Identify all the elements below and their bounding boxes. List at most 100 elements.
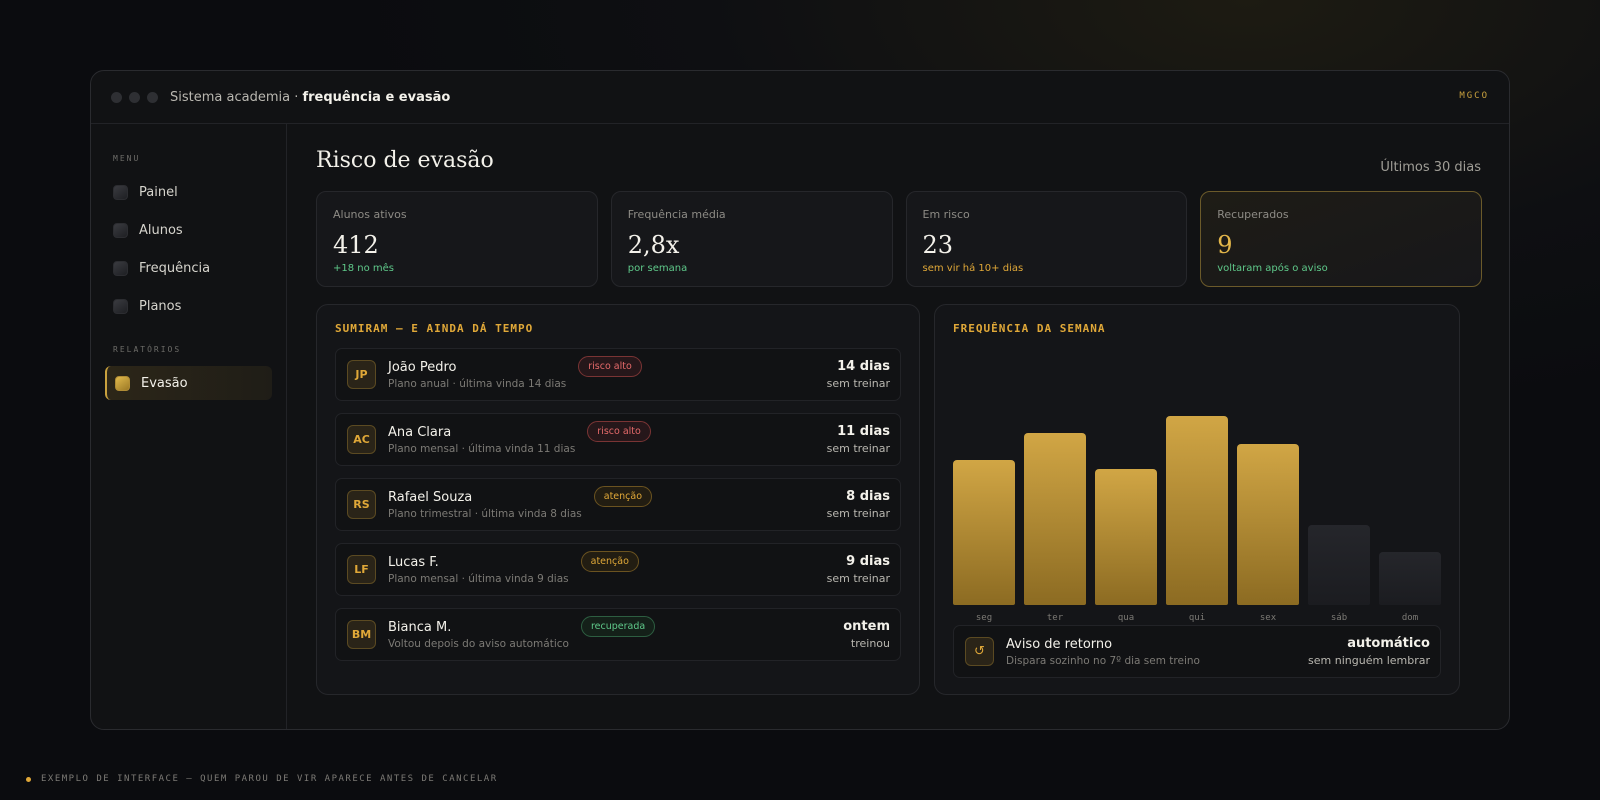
stat-note: sem vir há 10+ dias: [922, 263, 1024, 274]
student-subtitle: Plano mensal · última vinda 9 dias: [388, 572, 569, 585]
sidebar-item-planos[interactable]: Planos: [105, 289, 272, 323]
title-bar: Sistema academia · frequência e evasão M…: [91, 71, 1509, 124]
window-controls: [111, 91, 158, 103]
student-row[interactable]: LF Lucas F. Plano mensal · última vinda …: [335, 543, 901, 596]
stat-note: por semana: [627, 263, 688, 274]
student-subtitle: Plano anual · última vinda 14 dias: [388, 377, 567, 390]
days-summary: ontem treinou: [843, 619, 890, 650]
x-tick-label: sex: [1259, 613, 1277, 623]
stat-label: Em risco: [922, 208, 970, 221]
bullet-dot-icon: [26, 776, 31, 782]
stat-note: voltaram após o aviso: [1217, 263, 1328, 274]
avatar: RS: [347, 490, 376, 519]
period-selector[interactable]: Últimos 30 dias: [1380, 160, 1481, 175]
window-title: Sistema academia · frequência e evasão: [170, 90, 450, 105]
student-row[interactable]: BM Bianca M. Voltou depois do aviso auto…: [335, 608, 901, 661]
student-row[interactable]: JP João Pedro Plano anual · última vinda…: [335, 348, 901, 401]
app-window: Sistema academia · frequência e evasão M…: [90, 70, 1510, 730]
return-notice-card[interactable]: ↺ Aviso de retorno Dispara sozinho no 7º…: [953, 625, 1441, 678]
notice-summary: automático sem ninguém lembrar: [1308, 636, 1430, 667]
stat-label: Alunos ativos: [333, 208, 407, 221]
days-value: 8 dias: [846, 489, 890, 504]
panel-title: SUMIRAM — E AINDA DÁ TEMPO: [335, 322, 534, 335]
avatar: BM: [347, 620, 376, 649]
minimize-window-button[interactable]: [129, 91, 140, 103]
student-info: Rafael Souza Plano trimestral · última v…: [388, 490, 582, 520]
student-info: Lucas F. Plano mensal · última vinda 9 d…: [388, 555, 569, 585]
sidebar-item-label: Evasão: [141, 375, 188, 391]
notice-mode-subtitle: sem ninguém lembrar: [1308, 654, 1430, 667]
refresh-icon: ↺: [965, 637, 994, 666]
sidebar-item-label: Frequência: [139, 260, 211, 276]
days-subtitle: treinou: [850, 637, 890, 650]
days-summary: 9 dias sem treinar: [827, 554, 890, 585]
stat-label: Frequência média: [627, 208, 726, 221]
weekly-frequency-panel: FREQUÊNCIA DA SEMANA seg ter qua qui sex sáb d…: [934, 304, 1460, 695]
sidebar: MENU Painel Alunos Frequência Planos REL…: [91, 124, 287, 729]
window-title-prefix: Sistema academia ·: [170, 89, 303, 105]
sidebar-item-label: Alunos: [139, 222, 183, 238]
missing-students-panel: SUMIRAM — E AINDA DÁ TEMPO JP João Pedro…: [316, 304, 920, 695]
notice-mode: automático: [1347, 636, 1430, 651]
student-name: Lucas F.: [388, 554, 439, 570]
status-badge: risco alto: [578, 356, 642, 377]
stat-card-recovered: Recuperados 9 voltaram após o aviso: [1200, 191, 1482, 287]
x-tick-label: sáb: [1330, 613, 1348, 623]
student-subtitle: Plano trimestral · última vinda 8 dias: [388, 507, 582, 520]
days-summary: 11 dias sem treinar: [827, 424, 890, 455]
days-value: 11 dias: [837, 424, 890, 439]
x-tick-label: dom: [1401, 613, 1419, 623]
days-subtitle: sem treinar: [826, 377, 890, 390]
x-tick-label: ter: [1046, 613, 1064, 623]
student-info: João Pedro Plano anual · última vinda 14…: [388, 360, 566, 390]
student-info: Bianca M. Voltou depois do aviso automát…: [388, 620, 569, 650]
stat-note: +18 no mês: [333, 263, 395, 274]
student-info: Ana Clara Plano mensal · última vinda 11…: [388, 425, 575, 455]
student-name: João Pedro: [388, 359, 457, 375]
avatar: JP: [347, 360, 376, 389]
days-value: 14 dias: [837, 359, 890, 374]
close-window-button[interactable]: [111, 91, 122, 103]
status-badge: atenção: [593, 486, 653, 507]
student-row[interactable]: RS Rafael Souza Plano trimestral · últim…: [335, 478, 901, 531]
page-title: Risco de evasão: [316, 148, 494, 173]
days-summary: 8 dias sem treinar: [827, 489, 890, 520]
dashboard-icon: [113, 184, 128, 200]
churn-icon: [115, 375, 130, 391]
footer-caption: EXEMPLO DE INTERFACE — QUEM PAROU DE VIR…: [26, 774, 498, 784]
panel-title: FREQUÊNCIA DA SEMANA: [953, 322, 1106, 335]
sidebar-item-evasao[interactable]: Evasão: [105, 366, 272, 400]
sidebar-item-alunos[interactable]: Alunos: [105, 213, 272, 247]
main-content: Risco de evasão Últimos 30 dias Alunos a…: [288, 124, 1509, 729]
menu-section-label: MENU: [113, 154, 141, 163]
plans-icon: [113, 298, 128, 314]
bar-dom: [1379, 552, 1441, 605]
days-value: ontem: [843, 619, 890, 634]
bar-sex: [1237, 444, 1299, 605]
stats-row: Alunos ativos 412 +18 no mês Frequência …: [316, 191, 1482, 287]
stat-value: 2,8x: [627, 231, 680, 259]
days-summary: 14 dias sem treinar: [827, 359, 890, 390]
student-row[interactable]: AC Ana Clara Plano mensal · última vinda…: [335, 413, 901, 466]
bar-qua: [1095, 469, 1157, 605]
days-subtitle: sem treinar: [826, 442, 890, 455]
student-subtitle: Plano mensal · última vinda 11 dias: [388, 442, 576, 455]
days-value: 9 dias: [846, 554, 890, 569]
bar-ter: [1024, 432, 1086, 605]
sidebar-item-label: Painel: [139, 184, 178, 200]
notice-info: Aviso de retorno Dispara sozinho no 7º d…: [1006, 637, 1200, 667]
student-subtitle: Voltou depois do aviso automático: [388, 637, 569, 650]
window-title-bold: frequência e evasão: [302, 89, 451, 105]
x-tick-label: qui: [1188, 613, 1206, 623]
x-tick-label: seg: [975, 613, 993, 623]
footer-text: EXEMPLO DE INTERFACE — QUEM PAROU DE VIR…: [41, 774, 498, 784]
maximize-window-button[interactable]: [147, 91, 158, 103]
sidebar-item-frequencia[interactable]: Frequência: [105, 251, 272, 285]
x-tick-label: qua: [1117, 613, 1135, 623]
sidebar-item-painel[interactable]: Painel: [105, 175, 272, 209]
stat-card-active-students: Alunos ativos 412 +18 no mês: [316, 191, 598, 287]
student-name: Bianca M.: [388, 619, 452, 635]
bar-qui: [1166, 416, 1228, 605]
status-badge: recuperada: [580, 616, 656, 637]
bar-seg: [953, 460, 1015, 605]
